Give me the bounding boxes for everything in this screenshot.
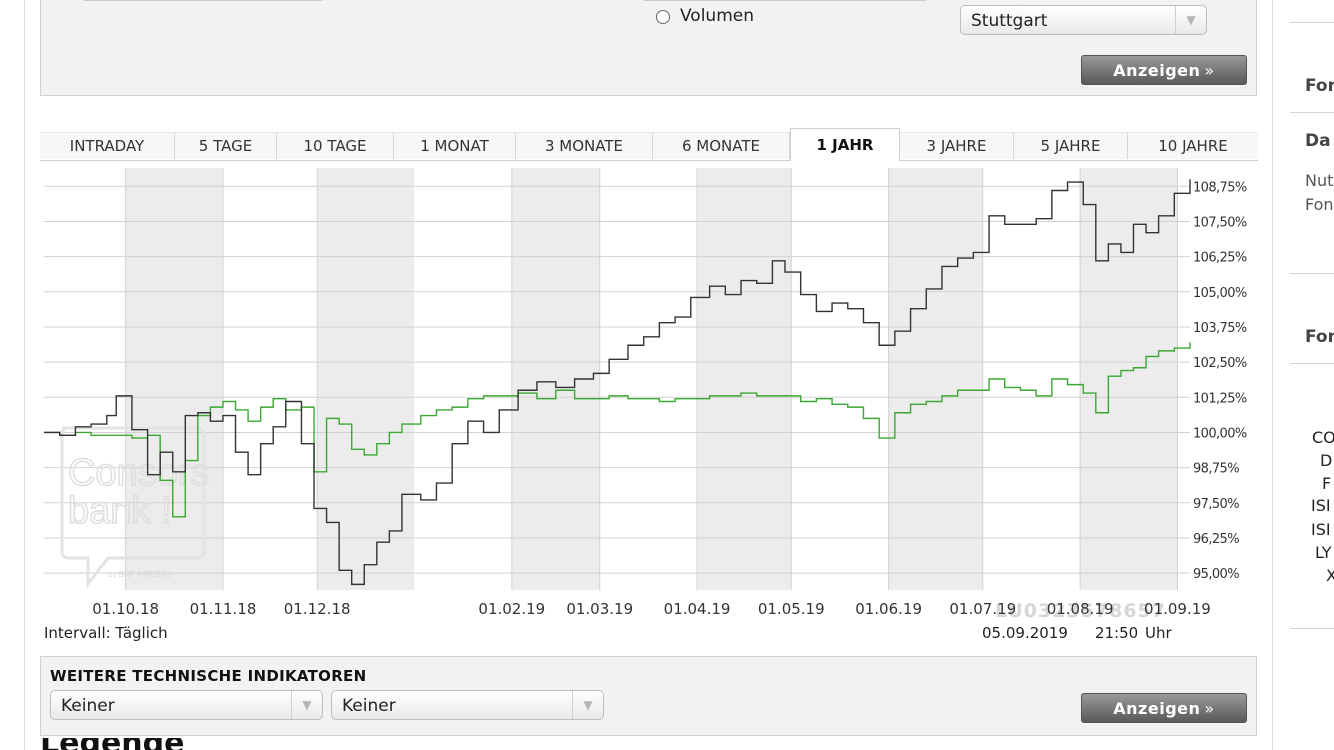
sidebar-list-item[interactable]: F	[1322, 474, 1332, 493]
sidebar-heading-funds-2: Fon	[1305, 327, 1334, 347]
double-chevron-right-icon: »	[1204, 698, 1215, 718]
logo-text-consors: Consors	[68, 452, 210, 494]
y-tick-label: 100,00%	[1193, 426, 1247, 441]
volume-radio-label: Volumen	[680, 6, 755, 26]
page-border-right	[1272, 0, 1273, 750]
sidebar-text-1: Nut	[1305, 171, 1334, 190]
sidebar-divider	[1290, 628, 1334, 629]
series-line-2	[44, 342, 1191, 518]
y-tick-label: 107,50%	[1193, 215, 1247, 230]
exchange-select-value: Stuttgart	[971, 11, 1048, 31]
month-shade-august	[1080, 168, 1178, 590]
tab-1-monat[interactable]: 1 MONAT	[394, 132, 516, 159]
y-tick-label: 106,25%	[1193, 251, 1247, 266]
chart-timestamp: 05.09.2019 21:50 Uhr	[982, 624, 1172, 642]
y-tick-label: 105,00%	[1193, 286, 1247, 301]
legend-heading: Legende	[40, 738, 184, 750]
month-shade-june	[888, 168, 983, 590]
sidebar-list-item[interactable]: ISI	[1311, 520, 1331, 539]
x-tick-label: 01.12.18	[284, 600, 351, 618]
logo-text-bank: bank !	[68, 490, 172, 532]
tab-10-jahre[interactable]: 10 JAHRE	[1128, 132, 1258, 159]
x-tick-label: 01.04.19	[664, 600, 731, 618]
sidebar-divider	[1290, 22, 1334, 23]
x-tick-label: 01.08.19	[1047, 600, 1114, 618]
sidebar-divider	[1290, 112, 1334, 113]
x-tick-label: 01.07.19	[949, 600, 1016, 618]
tab-5-tage[interactable]: 5 TAGE	[175, 132, 277, 159]
sidebar-list-item[interactable]: CO	[1312, 428, 1334, 447]
x-tick-label: 01.11.18	[190, 600, 257, 618]
show-chart-button[interactable]: Anzeigen »	[1081, 55, 1247, 85]
chart-date: 05.09.2019	[982, 624, 1068, 642]
x-tick-label: 01.06.19	[855, 600, 922, 618]
indicator-select-2[interactable]: Keiner ▼	[331, 690, 604, 720]
tab-5-jahre[interactable]: 5 JAHRE	[1014, 132, 1128, 159]
y-tick-label: 98,75%	[1193, 462, 1239, 477]
series-line-1	[44, 179, 1191, 586]
month-shade-april	[697, 168, 792, 590]
sidebar-divider	[1290, 363, 1334, 364]
indicators-title: WEITERE TECHNISCHE INDIKATOREN	[50, 667, 367, 685]
isin-watermark: LU0323578657	[995, 600, 1166, 622]
sidebar-heading-funds: Fon	[1305, 76, 1334, 96]
sidebar-list-item[interactable]: D	[1320, 451, 1333, 470]
x-tick-label: 01.09.19	[1144, 600, 1211, 618]
sidebar-list-item[interactable]: LY	[1315, 543, 1332, 562]
y-tick-label: 101,25%	[1193, 391, 1247, 406]
x-tick-label: 01.02.19	[478, 600, 545, 618]
show-chart-button-label: Anzeigen	[1113, 60, 1201, 80]
sidebar-list-item[interactable]: ISI	[1311, 496, 1331, 515]
period-tabs: INTRADAY 5 TAGE 10 TAGE 1 MONAT 3 MONATE…	[40, 128, 1258, 161]
indicator-select-1-value: Keiner	[61, 696, 115, 716]
chevron-down-icon: ▼	[1175, 6, 1206, 34]
show-indicators-button[interactable]: Anzeigen »	[1081, 693, 1247, 723]
chevron-down-icon: ▼	[572, 691, 603, 719]
indicator-select-1[interactable]: Keiner ▼	[50, 690, 323, 720]
consorsbank-logo-watermark: Consors bank ! by BNP PARIBAS	[60, 426, 210, 589]
chevron-down-icon: ▼	[291, 691, 322, 719]
page-border-left	[24, 0, 25, 750]
logo-text-bnp: by BNP PARIBAS	[108, 570, 171, 579]
sidebar-heading-data: Da	[1305, 131, 1331, 151]
tab-intraday[interactable]: INTRADAY	[40, 132, 175, 159]
price-chart: Consors bank ! by BNP PARIBAS LU03235786…	[44, 168, 1247, 622]
month-shade-december	[317, 168, 415, 590]
y-tick-label: 95,00%	[1193, 567, 1239, 582]
x-tick-label: 01.05.19	[758, 600, 825, 618]
tab-1-jahr[interactable]: 1 JAHR	[790, 128, 900, 161]
double-chevron-right-icon: »	[1204, 60, 1215, 80]
exchange-select[interactable]: Stuttgart ▼	[960, 5, 1207, 35]
x-tick-label: 01.03.19	[566, 600, 633, 618]
interval-label: Intervall: Täglich	[44, 624, 168, 642]
tab-3-monate[interactable]: 3 MONATE	[516, 132, 653, 159]
y-tick-label: 96,25%	[1193, 532, 1239, 547]
month-shade-october	[125, 168, 223, 590]
y-tick-label: 102,50%	[1193, 356, 1247, 371]
y-tick-label: 108,75%	[1193, 180, 1247, 195]
right-sidebar: Fon Da Nut Fon Fon CO D F ISI ISI LY X	[1290, 0, 1334, 750]
tab-3-jahre[interactable]: 3 JAHRE	[900, 132, 1014, 159]
tab-10-tage[interactable]: 10 TAGE	[277, 132, 394, 159]
volume-radio[interactable]	[656, 10, 670, 24]
x-tick-label: 01.10.18	[92, 600, 159, 618]
y-tick-label: 97,50%	[1193, 497, 1239, 512]
sidebar-text-2: Fon	[1305, 195, 1334, 214]
y-tick-label: 103,75%	[1193, 321, 1247, 336]
sidebar-list-item[interactable]: X	[1326, 566, 1334, 585]
sidebar-divider	[1290, 273, 1334, 274]
indicator-select-2-value: Keiner	[342, 696, 396, 716]
chart-time: 21:50 Uhr	[1094, 624, 1172, 642]
show-indicators-button-label: Anzeigen	[1113, 698, 1201, 718]
tab-6-monate[interactable]: 6 MONATE	[653, 132, 790, 159]
